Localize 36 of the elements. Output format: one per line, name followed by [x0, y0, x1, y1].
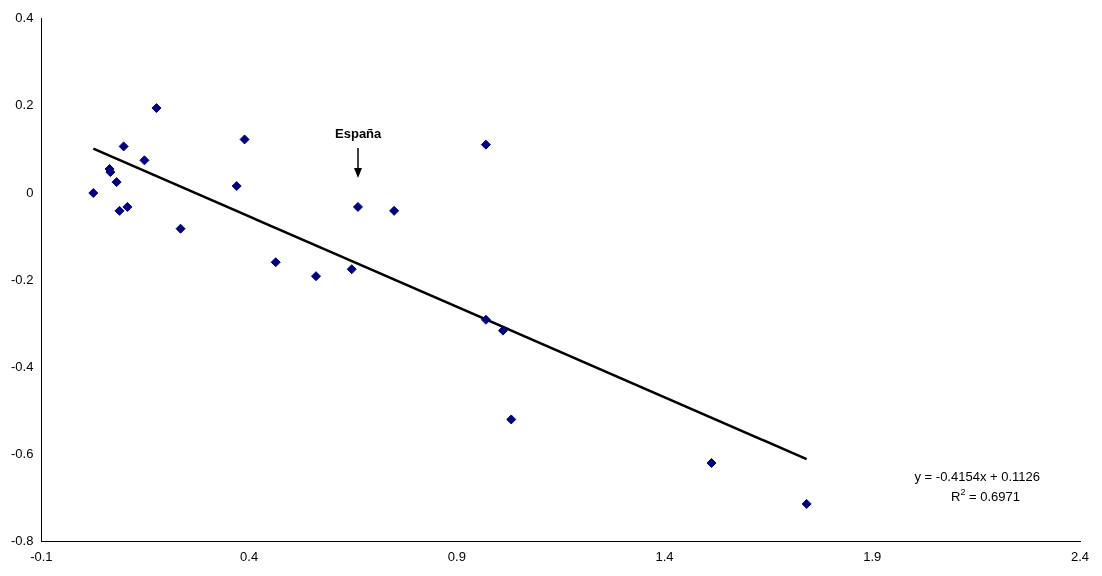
point [175, 223, 186, 234]
point [389, 205, 400, 216]
point [352, 201, 363, 212]
point [506, 414, 517, 425]
point [122, 201, 133, 212]
point [111, 177, 122, 188]
x-tick-label: 0.4 [240, 548, 259, 564]
point [480, 139, 491, 150]
point [497, 325, 508, 336]
point [231, 181, 242, 192]
y-tick-label: 0 [26, 184, 34, 200]
point [706, 458, 717, 469]
y-tick-label: -0.6 [10, 445, 34, 461]
x-tick-label: 0.9 [447, 548, 466, 564]
x-tick-label: 2.4 [1070, 548, 1090, 564]
point [151, 103, 162, 114]
point [239, 134, 250, 145]
annotation: España [335, 126, 383, 142]
y-tick-label: 0.2 [15, 97, 34, 113]
x-tick-label: 1.4 [655, 548, 674, 564]
point [118, 141, 129, 152]
y-tick-label: -0.2 [10, 271, 34, 287]
point [801, 498, 812, 509]
x-tick-label: -0.1 [30, 548, 53, 564]
point [480, 314, 491, 325]
point [88, 188, 99, 198]
y-tick-label: -0.4 [10, 358, 34, 374]
point [270, 257, 281, 268]
y-tick-label: 0.4 [15, 10, 34, 26]
point [139, 155, 150, 166]
point [346, 264, 357, 275]
annotation: y = -0.4154x + 0.1126 [914, 469, 1041, 485]
y-tick-label: -0.8 [10, 532, 34, 548]
point [114, 205, 125, 216]
x-tick-label: 1.9 [863, 548, 882, 564]
point [311, 271, 322, 282]
